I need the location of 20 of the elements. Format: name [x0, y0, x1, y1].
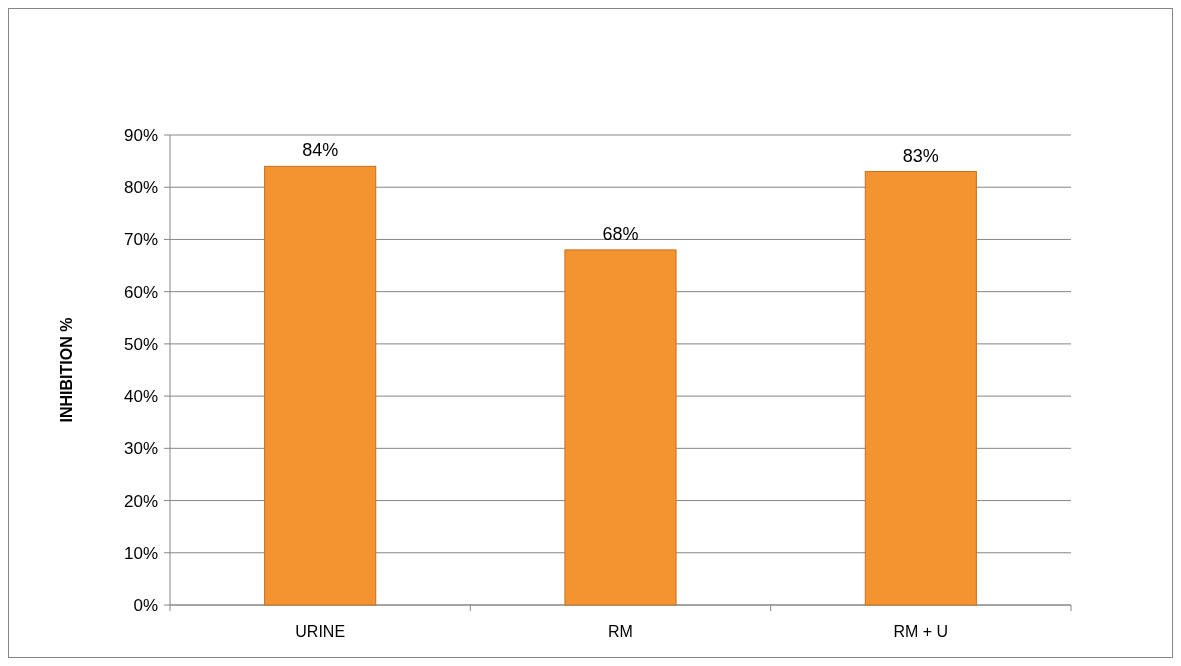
y-tick-label: 70% — [123, 230, 158, 250]
data-label: 84% — [302, 140, 339, 161]
data-label: 68% — [602, 223, 639, 244]
y-tick-label: 40% — [123, 387, 158, 407]
x-tick-label: RM — [608, 623, 633, 640]
bar — [864, 171, 977, 606]
y-tick-label: 0% — [133, 595, 158, 615]
y-axis-title: INHIBITION % — [58, 317, 75, 423]
y-tick-label: 50% — [123, 334, 158, 354]
bar — [564, 249, 677, 606]
y-tick-label: 60% — [123, 282, 158, 302]
y-tick-label: 30% — [123, 439, 158, 459]
bar — [264, 165, 377, 606]
y-tick-label: 20% — [123, 491, 158, 511]
y-tick-label: 90% — [123, 125, 158, 145]
x-tick-label: URINE — [295, 623, 346, 640]
y-tick-label: 10% — [123, 543, 158, 563]
x-tick-label: RM + U — [893, 623, 949, 640]
data-label: 83% — [902, 145, 939, 166]
y-tick-label: 80% — [123, 178, 158, 198]
